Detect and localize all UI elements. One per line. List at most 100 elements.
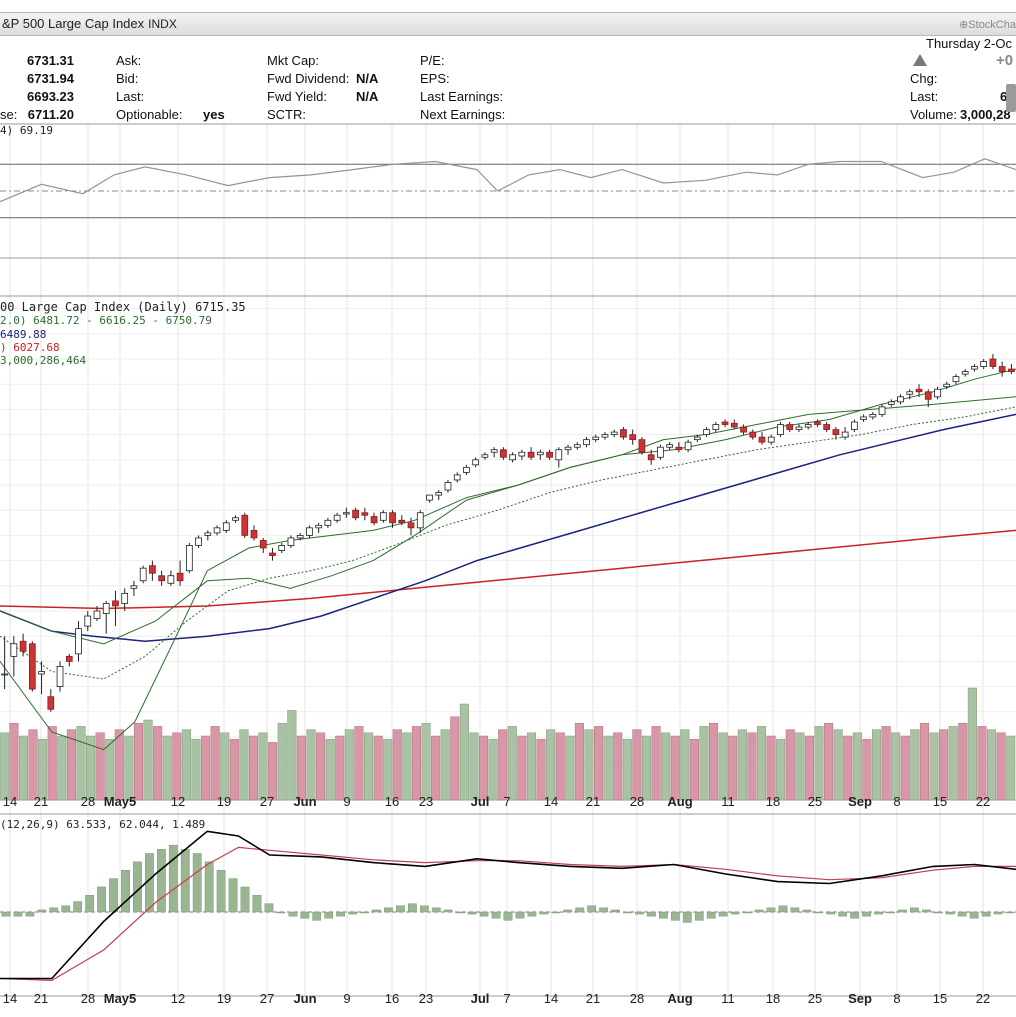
macd-histogram-bar bbox=[647, 911, 656, 917]
candle-body bbox=[814, 421, 821, 425]
volume-bar bbox=[469, 732, 479, 801]
candle-body bbox=[666, 444, 673, 448]
candle-body bbox=[601, 434, 609, 438]
sma50-label: 6489.88 bbox=[0, 328, 47, 341]
candle-body bbox=[19, 640, 27, 652]
volume-bar bbox=[210, 726, 220, 801]
candle-body bbox=[472, 459, 480, 466]
volume-bar bbox=[325, 738, 335, 801]
volume-bar bbox=[181, 729, 191, 801]
candle-body bbox=[232, 517, 239, 521]
candle-body bbox=[352, 509, 359, 519]
candle-body bbox=[980, 361, 988, 367]
candle-body bbox=[176, 572, 184, 582]
candle-body bbox=[629, 434, 637, 441]
candle-body bbox=[38, 671, 45, 675]
volume-bar bbox=[948, 726, 958, 801]
volume-bar bbox=[929, 732, 939, 801]
volume-bar bbox=[958, 722, 968, 801]
last-label: Last: bbox=[116, 89, 145, 104]
macd-histogram-bar bbox=[742, 911, 752, 914]
candle-body bbox=[500, 449, 507, 458]
x-axis-tick-label: 15 bbox=[933, 794, 947, 809]
volume-bar bbox=[354, 726, 364, 801]
volume-bar bbox=[229, 738, 239, 801]
macd-x-axis-tick-label: Sep bbox=[848, 991, 872, 1006]
candle-body bbox=[647, 454, 655, 461]
macd-x-axis-tick-label: 16 bbox=[385, 991, 399, 1006]
volume-bar bbox=[383, 738, 393, 801]
quote-low: 6693.23 bbox=[27, 89, 74, 104]
macd-histogram-bar bbox=[802, 909, 812, 913]
macd-histogram-bar bbox=[1005, 911, 1015, 914]
macd-histogram-bar bbox=[575, 907, 585, 913]
candle-body bbox=[259, 540, 267, 549]
candle-body bbox=[740, 426, 747, 433]
x-axis-tick-label: 18 bbox=[766, 794, 780, 809]
macd-x-axis-tick-label: 21 bbox=[586, 991, 600, 1006]
x-axis-tick-label: 14 bbox=[544, 794, 558, 809]
volume-bar bbox=[86, 735, 96, 801]
macd-x-axis-tick-label: 14 bbox=[3, 991, 17, 1006]
macd-histogram-bar bbox=[479, 911, 489, 917]
macd-x-axis-tick-label: Aug bbox=[667, 991, 692, 1006]
candle-body bbox=[222, 522, 230, 531]
quote-high: 6731.94 bbox=[27, 71, 74, 86]
macd-x-axis-tick-label: 19 bbox=[217, 991, 231, 1006]
macd-histogram-bar bbox=[73, 901, 83, 913]
scrollbar-thumb[interactable] bbox=[1006, 84, 1016, 112]
last-price-label: Last: bbox=[910, 89, 939, 104]
sma200-label: ) 6027.68 bbox=[0, 341, 60, 354]
macd-histogram-bar bbox=[156, 849, 166, 913]
volume-bar bbox=[57, 735, 67, 801]
candle-body bbox=[306, 527, 313, 536]
macd-histogram-bar bbox=[957, 911, 967, 917]
volume-bar bbox=[287, 710, 297, 801]
macd-histogram-bar bbox=[192, 853, 202, 913]
volume-bar bbox=[172, 732, 182, 801]
macd-histogram-bar bbox=[706, 911, 716, 919]
macd-histogram-bar bbox=[766, 907, 776, 913]
x-axis-tick-label: 11 bbox=[721, 794, 735, 809]
volume-bar bbox=[718, 732, 728, 801]
candle-body bbox=[795, 426, 803, 430]
candle-body bbox=[777, 424, 784, 435]
volume-bar bbox=[565, 735, 575, 801]
candle-body bbox=[721, 421, 729, 425]
macd-histogram-bar bbox=[467, 911, 477, 915]
candle-body bbox=[204, 532, 212, 536]
fwd-dividend-value: N/A bbox=[356, 71, 379, 86]
exchange-label: INDX bbox=[148, 17, 177, 31]
volume-bar bbox=[632, 729, 642, 801]
volume-bar bbox=[0, 732, 9, 801]
volume-bar bbox=[124, 735, 134, 801]
candle-body bbox=[823, 424, 831, 430]
volume-bar bbox=[191, 738, 201, 801]
volume-bar bbox=[47, 726, 57, 801]
macd-histogram-bar bbox=[718, 911, 728, 917]
macd-histogram-bar bbox=[563, 909, 573, 913]
candle-body bbox=[65, 655, 73, 662]
macd-histogram-bar bbox=[431, 907, 441, 913]
macd-histogram-bar bbox=[682, 911, 692, 923]
macd-histogram-bar bbox=[419, 905, 429, 913]
macd-histogram-bar bbox=[300, 911, 310, 919]
candle-body bbox=[250, 529, 258, 539]
volume-bar bbox=[747, 732, 757, 801]
volume-bar bbox=[546, 729, 556, 801]
macd-histogram-bar bbox=[216, 870, 226, 913]
candle-body bbox=[389, 512, 396, 524]
candle-body bbox=[952, 376, 960, 383]
fwd-yield-label: Fwd Yield: bbox=[267, 89, 327, 104]
candle-body bbox=[832, 429, 840, 435]
price-panel-title: 00 Large Cap Index (Daily) 6715.35 bbox=[0, 300, 246, 314]
x-axis-tick-label: 21 bbox=[34, 794, 48, 809]
macd-histogram-bar bbox=[623, 911, 632, 914]
macd-histogram-bar bbox=[503, 911, 513, 921]
candle-body bbox=[518, 451, 526, 457]
volume-bar bbox=[239, 729, 249, 801]
macd-histogram-bar bbox=[611, 909, 620, 913]
macd-histogram-bar bbox=[37, 909, 47, 913]
volume-bar bbox=[939, 729, 949, 801]
x-axis-tick-label: 12 bbox=[171, 794, 185, 809]
